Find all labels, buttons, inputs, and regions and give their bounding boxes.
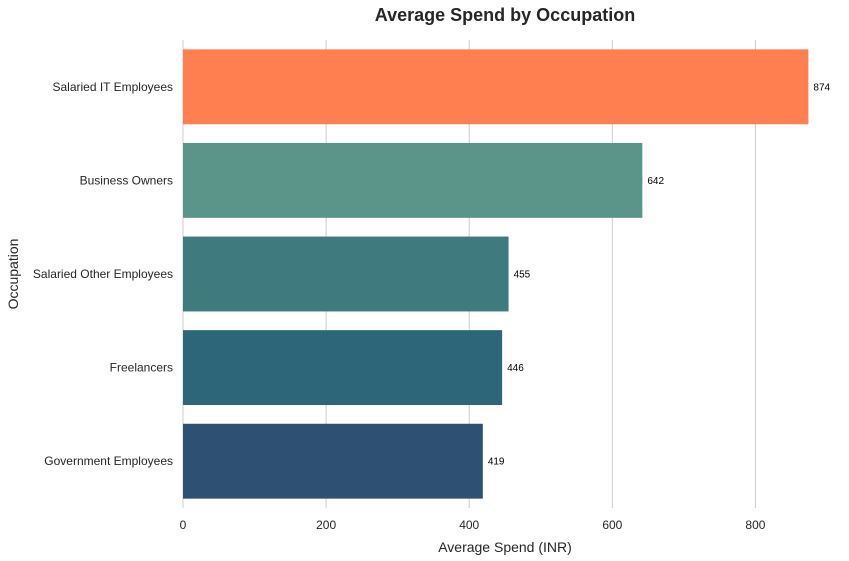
data-label-2: 455 xyxy=(514,270,531,281)
x-tick-label-800: 800 xyxy=(745,518,765,532)
bar-3 xyxy=(183,330,503,406)
data-label-4: 419 xyxy=(488,457,505,468)
category-label-2: Salaried Other Employees xyxy=(33,267,173,281)
category-label-1: Business Owners xyxy=(80,173,173,187)
bars xyxy=(183,49,809,499)
data-label-0: 874 xyxy=(813,82,830,93)
x-tick-label-0: 0 xyxy=(180,518,187,532)
category-labels: Salaried IT Employees Business Owners Sala… xyxy=(33,80,173,468)
bar-2 xyxy=(183,236,509,312)
bar-0 xyxy=(183,49,809,125)
x-axis-label: Average Spend (INR) xyxy=(438,539,572,555)
category-label-3: Freelancers xyxy=(110,361,173,375)
bar-1 xyxy=(183,142,643,218)
category-label-4: Government Employees xyxy=(44,454,173,468)
x-tick-label-200: 200 xyxy=(316,518,336,532)
x-tick-label-400: 400 xyxy=(459,518,479,532)
x-tick-labels: 0 200 400 600 800 xyxy=(180,518,766,532)
data-labels: 874 642 455 446 419 xyxy=(488,82,831,467)
data-label-1: 642 xyxy=(647,176,664,187)
bar-4 xyxy=(183,423,483,499)
y-axis-label: Occupation xyxy=(5,239,21,310)
category-label-0: Salaried IT Employees xyxy=(52,80,173,94)
data-label-3: 446 xyxy=(507,363,524,374)
chart-title: Average Spend by Occupation xyxy=(375,5,635,25)
x-tick-label-600: 600 xyxy=(602,518,622,532)
